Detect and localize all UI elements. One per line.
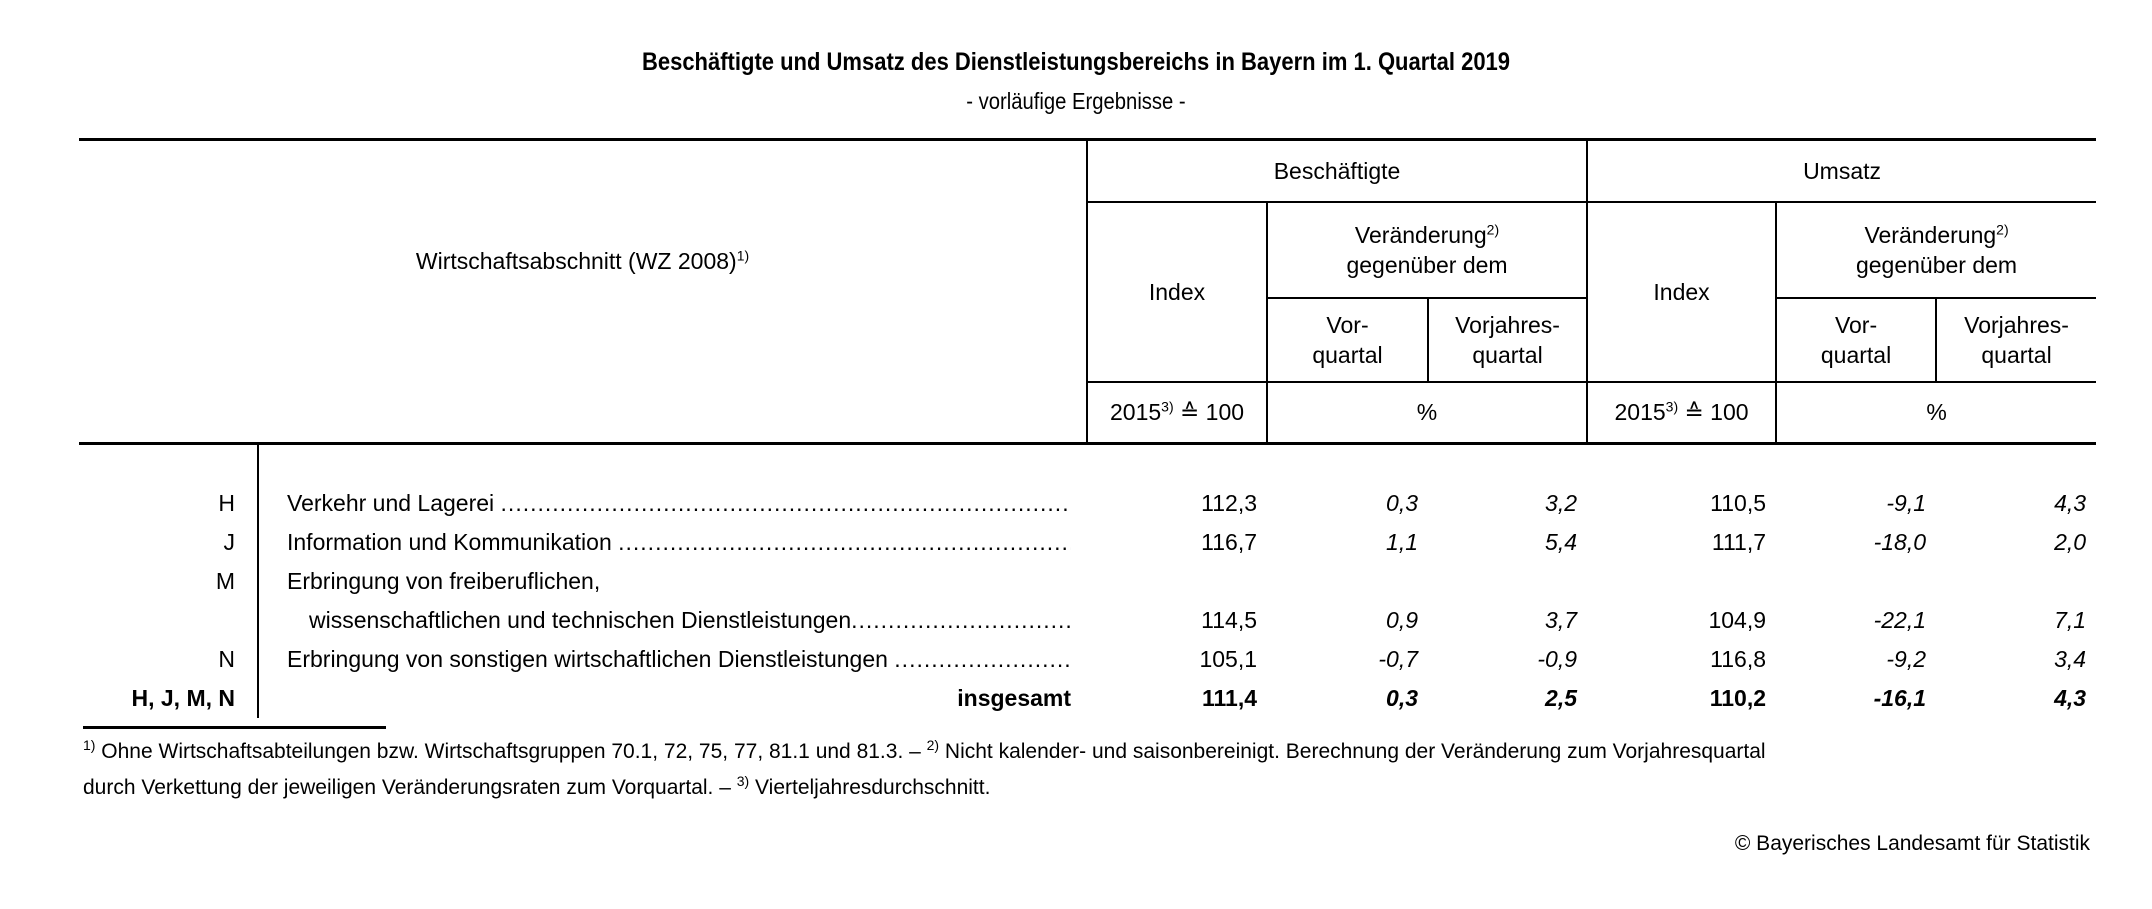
header-umsatz: Umsatz — [1586, 138, 2097, 203]
table-row-total: H, J, M, N insgesamt 111,4 0,3 2,5 110,2 -16,1… — [79, 679, 2096, 718]
row-label: Verkehr und Lagerei — [287, 490, 495, 516]
table-row: wissenschaftlichen und technischen Diens… — [79, 601, 2096, 640]
footnote-line-1: 1) Ohne Wirtschaftsabteilungen bzw. Wirt… — [83, 737, 1766, 763]
value-cell: 7,1 — [2054, 607, 2087, 633]
header-index-beschaeftigte: Index — [1086, 201, 1268, 383]
header-beschaeftigte: Beschäftigte — [1086, 138, 1588, 203]
value-cell: 110,5 — [1710, 490, 1767, 516]
value-cell: -0,9 — [1537, 646, 1578, 672]
table-subtitle: - vorläufige Ergebnisse - — [966, 88, 1186, 114]
header-percent: % — [1266, 381, 1588, 445]
header-section: Wirtschaftsabschnitt (WZ 2008)1) — [79, 138, 1088, 382]
table-row: N Erbringung von sonstigen wirtschaftlich… — [79, 640, 2096, 679]
header-base-year: 20153) ≙ 100 — [1586, 381, 1777, 445]
value-cell: 112,3 — [1201, 490, 1258, 516]
table-row: J Information und Kommunikation 116,7 1,1 5… — [79, 523, 2096, 562]
row-label: Erbringung von sonstigen wirtschaftliche… — [287, 646, 888, 672]
value-cell: 116,8 — [1710, 646, 1767, 672]
value-cell: 4,3 — [2054, 490, 2087, 516]
table-title: Beschäftigte und Umsatz des Dienstleistu… — [641, 48, 1511, 76]
value-cell: -18,0 — [1873, 529, 1927, 555]
row-code: J — [223, 529, 236, 555]
value-cell: 110,2 — [1709, 685, 1767, 711]
value-cell: 2,5 — [1545, 685, 1578, 711]
header-percent: % — [1775, 381, 2097, 445]
footnote-divider — [83, 726, 386, 729]
value-cell: 104,9 — [1708, 607, 1767, 633]
table-row: M Erbringung von freiberuflichen, — [79, 562, 2096, 601]
header-vorjahresquartal: Vorjahres-quartal — [1935, 297, 2097, 383]
value-cell: 0,3 — [1386, 685, 1419, 711]
header-veraenderung-beschaeftigte: Veränderung2) gegenüber dem — [1266, 201, 1588, 299]
row-code: N — [218, 646, 235, 672]
value-cell: -9,1 — [1886, 490, 1927, 516]
value-cell: 116,7 — [1201, 529, 1258, 555]
value-cell: 114,5 — [1201, 607, 1258, 633]
value-cell: 3,2 — [1545, 490, 1578, 516]
value-cell: 111,4 — [1201, 685, 1258, 711]
value-cell: 111,7 — [1711, 529, 1767, 555]
row-code: H — [218, 490, 235, 516]
copyright: © Bayerisches Landesamt für Statistik — [1734, 832, 2090, 855]
row-code: H, J, M, N — [131, 685, 235, 711]
data-table: Wirtschaftsabschnitt (WZ 2008)1) Beschäf… — [79, 138, 2097, 718]
value-cell: 0,3 — [1386, 490, 1419, 516]
value-cell: -16,1 — [1873, 685, 1927, 711]
header-vorjahresquartal: Vorjahres-quartal — [1427, 297, 1588, 383]
row-label: Information und Kommunikation — [287, 529, 612, 555]
value-cell: -9,2 — [1886, 646, 1927, 672]
value-cell: 105,1 — [1199, 646, 1258, 672]
row-code: M — [215, 568, 235, 594]
header-veraenderung-umsatz: Veränderung2) gegenüber dem — [1775, 201, 2097, 299]
value-cell: 3,4 — [2054, 646, 2087, 672]
row-label: wissenschaftlichen und technischen Diens… — [309, 607, 852, 633]
value-cell: 2,0 — [2054, 529, 2087, 555]
header-base-year: 20153) ≙ 100 — [1086, 381, 1268, 445]
value-cell: 1,1 — [1386, 529, 1419, 555]
value-cell: -22,1 — [1873, 607, 1927, 633]
header-vorquartal: Vor-quartal — [1266, 297, 1429, 383]
row-label: insgesamt — [256, 679, 1088, 718]
footnote-line-2: durch Verkettung der jeweiligen Veränder… — [83, 773, 991, 799]
row-label: Erbringung von freiberuflichen, — [256, 562, 1088, 601]
value-cell: 4,3 — [2054, 685, 2087, 711]
value-cell: 0,9 — [1386, 607, 1419, 633]
value-cell: 5,4 — [1545, 529, 1578, 555]
value-cell: -0,7 — [1378, 646, 1419, 672]
header-vorquartal: Vor-quartal — [1775, 297, 1937, 383]
value-cell: 3,7 — [1545, 607, 1578, 633]
header-index-umsatz: Index — [1586, 201, 1777, 383]
table-row: H Verkehr und Lagerei 112,3 0,3 3,2 110,5 -9,… — [79, 484, 2096, 523]
